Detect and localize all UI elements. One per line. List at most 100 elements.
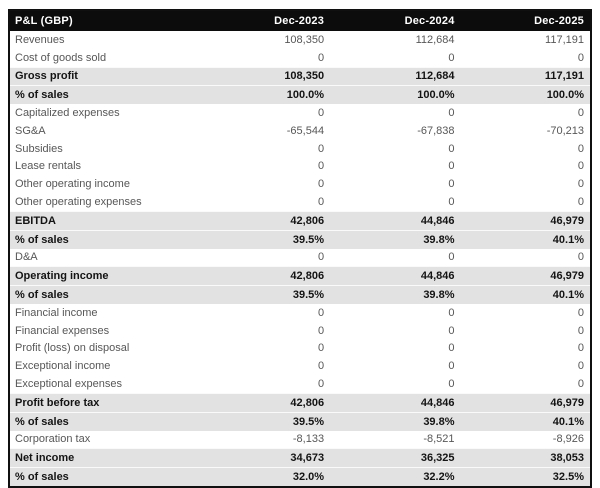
cell-value: 0 — [317, 107, 325, 120]
cell-value: 0 — [448, 51, 455, 64]
cell-value: 108,350 — [284, 33, 325, 46]
cell-value: 39.8% — [330, 229, 461, 249]
table-row: Financial expenses 0 0 0 — [9, 322, 591, 340]
cell-value: 0 — [448, 160, 455, 173]
summary-row: % of sales 39.5% 39.8% 40.1% — [9, 229, 591, 249]
cell-value: 44,846 — [330, 266, 461, 286]
cell-value: 0 — [577, 306, 584, 319]
cell-value: 0 — [317, 196, 325, 209]
table-row: Corporation tax -8,133 -8,521 -8,926 — [9, 431, 591, 449]
cell-value: 0 — [577, 107, 584, 120]
cell-value: 108,350 — [199, 66, 331, 86]
cell-value: 0 — [577, 178, 584, 191]
cell-value: 0 — [448, 178, 455, 191]
cell-value: 38,053 — [460, 448, 591, 468]
cell-value: 44,846 — [330, 210, 461, 231]
summary-row: Net income 34,673 36,325 38,053 — [9, 448, 591, 468]
row-label: Revenues — [15, 33, 65, 46]
cell-value: 34,673 — [199, 448, 331, 468]
cell-value: 42,806 — [199, 210, 331, 231]
table-title: P&L (GBP) — [9, 10, 200, 31]
summary-row: % of sales 39.5% 39.8% 40.1% — [9, 285, 591, 304]
cell-value: 0 — [577, 196, 584, 209]
row-label: Corporation tax — [15, 433, 91, 446]
cell-value: 0 — [448, 306, 455, 319]
cell-value: 42,806 — [199, 392, 331, 413]
cell-value: 32.0% — [199, 467, 331, 487]
row-label: Exceptional income — [15, 360, 111, 373]
cell-value: 0 — [317, 306, 325, 319]
row-label: % of sales — [9, 229, 200, 249]
table-row: Lease rentals 0 0 0 — [9, 158, 591, 176]
cell-value: 40.1% — [460, 411, 591, 431]
summary-row: % of sales 100.0% 100.0% 100.0% — [9, 85, 591, 105]
table-row: Cost of goods sold 0 0 0 — [9, 49, 591, 67]
table-row: Capitalized expenses 0 0 0 — [9, 104, 591, 122]
table-row: SG&A -65,544 -67,838 -70,213 — [9, 122, 591, 140]
cell-value: 0 — [448, 378, 455, 391]
row-label: Other operating income — [15, 178, 130, 191]
cell-value: 46,979 — [460, 210, 591, 231]
cell-value: -8,521 — [423, 433, 455, 446]
cell-value: 0 — [577, 142, 584, 155]
cell-value: 0 — [577, 324, 584, 337]
row-label: Subsidies — [15, 142, 63, 155]
cell-value: 0 — [577, 160, 584, 173]
cell-value: 0 — [577, 378, 584, 391]
summary-row: Profit before tax 42,806 44,846 46,979 — [9, 392, 591, 413]
column-header-dec-2025: Dec-2025 — [460, 10, 591, 31]
cell-value: 39.5% — [199, 285, 331, 304]
column-header-dec-2024: Dec-2024 — [330, 10, 461, 31]
table-row: Exceptional expenses 0 0 0 — [9, 375, 591, 393]
cell-value: 40.1% — [460, 285, 591, 304]
cell-value: 0 — [317, 342, 325, 355]
cell-value: 0 — [448, 360, 455, 373]
cell-value: 117,191 — [460, 66, 591, 86]
table-row: Exceptional income 0 0 0 — [9, 357, 591, 375]
row-label: % of sales — [9, 411, 200, 431]
row-label: % of sales — [9, 467, 200, 487]
table-row: Subsidies 0 0 0 — [9, 140, 591, 158]
row-label: Exceptional expenses — [15, 378, 123, 391]
row-label: Cost of goods sold — [15, 51, 107, 64]
cell-value: 0 — [577, 342, 584, 355]
table-row: Profit (loss) on disposal 0 0 0 — [9, 340, 591, 358]
cell-value: 100.0% — [199, 85, 331, 105]
cell-value: 0 — [448, 342, 455, 355]
row-label: % of sales — [9, 85, 200, 105]
cell-value: 0 — [448, 107, 455, 120]
cell-value: -65,544 — [286, 124, 325, 137]
row-label: Profit (loss) on disposal — [15, 342, 130, 355]
table-row: Other operating income 0 0 0 — [9, 175, 591, 193]
table-row: Financial income 0 0 0 — [9, 304, 591, 322]
row-label: Capitalized expenses — [15, 107, 120, 120]
cell-value: 0 — [317, 324, 325, 337]
cell-value: 0 — [317, 160, 325, 173]
cell-value: 36,325 — [330, 448, 461, 468]
cell-value: 0 — [577, 251, 584, 264]
cell-value: 0 — [317, 360, 325, 373]
cell-value: 0 — [317, 51, 325, 64]
row-label: Financial expenses — [15, 324, 110, 337]
cell-value: 0 — [448, 251, 455, 264]
summary-row: Gross profit 108,350 112,684 117,191 — [9, 66, 591, 86]
cell-value: 39.8% — [330, 411, 461, 431]
cell-value: 39.5% — [199, 411, 331, 431]
cell-value: 40.1% — [460, 229, 591, 249]
cell-value: 32.5% — [460, 467, 591, 487]
cell-value: 44,846 — [330, 392, 461, 413]
cell-value: 0 — [317, 251, 325, 264]
table-body: Revenues 108,350 112,684 117,191 Cost of goo… — [9, 31, 591, 487]
cell-value: 0 — [448, 196, 455, 209]
row-label: Operating income — [9, 266, 200, 286]
cell-value: 0 — [317, 378, 325, 391]
row-label: SG&A — [15, 124, 46, 137]
cell-value: 32.2% — [330, 467, 461, 487]
row-label: Profit before tax — [9, 392, 200, 413]
cell-value: 0 — [577, 360, 584, 373]
cell-value: 0 — [448, 324, 455, 337]
cell-value: -8,133 — [292, 433, 325, 446]
cell-value: 0 — [577, 51, 584, 64]
cell-value: 0 — [317, 178, 325, 191]
